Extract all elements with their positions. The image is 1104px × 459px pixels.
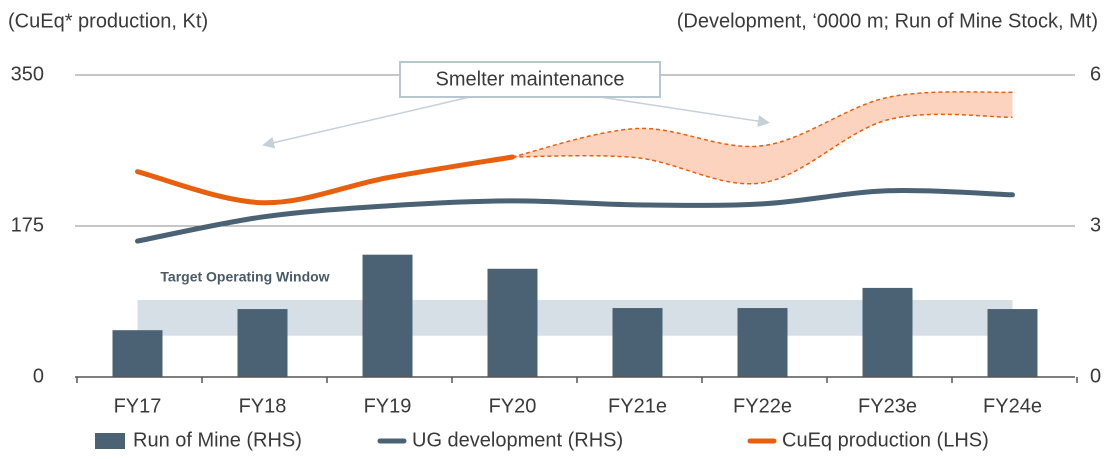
- forecast-high: [512, 91, 1013, 158]
- annotation-box: [399, 61, 661, 98]
- y2-tick-label: 0: [1090, 365, 1101, 387]
- x-tick-label: FY20: [489, 395, 537, 417]
- line: [135, 187, 1015, 244]
- x-tick-label: FY22e: [733, 395, 792, 417]
- forecast-range: [512, 91, 1013, 184]
- target-window-label: Target Operating Window: [160, 269, 329, 285]
- y-tick-label: 350: [11, 63, 44, 85]
- bar: [362, 254, 413, 377]
- y-tick-label: 175: [11, 214, 44, 236]
- bar: [237, 309, 288, 377]
- x-tick-label: FY18: [239, 395, 287, 417]
- annotation-arrow: [262, 96, 471, 149]
- annotation-arrow: [599, 96, 770, 128]
- x-tick-label: FY21e: [608, 395, 667, 417]
- legend-swatch: [95, 433, 125, 449]
- bar: [987, 309, 1038, 377]
- x-tick-label: FY24e: [983, 395, 1042, 417]
- y2-tick-label: 6: [1090, 63, 1101, 85]
- bar: [612, 308, 663, 377]
- subtitle-left: (CuEq* production, Kt): [8, 10, 208, 32]
- annotation: Smelter maintenance: [436, 68, 625, 90]
- x-tick-label: FY17: [114, 395, 162, 417]
- y2-tick-label: 3: [1090, 214, 1101, 236]
- y-tick-label: 0: [33, 365, 44, 387]
- bar: [862, 287, 913, 377]
- legend-label: Run of Mine (RHS): [133, 429, 302, 451]
- legend-label: UG development (RHS): [412, 429, 623, 451]
- line: [135, 154, 515, 206]
- bar: [487, 268, 538, 377]
- x-tick-label: FY19: [364, 395, 412, 417]
- x-tick-label: FY23e: [858, 395, 917, 417]
- subtitle-right: (Development, ‘0000 m; Run of Mine Stock…: [677, 10, 1098, 32]
- bar: [737, 308, 788, 377]
- bar: [112, 330, 163, 377]
- legend-label: CuEq production (LHS): [782, 429, 989, 451]
- forecast-low: [512, 113, 1013, 185]
